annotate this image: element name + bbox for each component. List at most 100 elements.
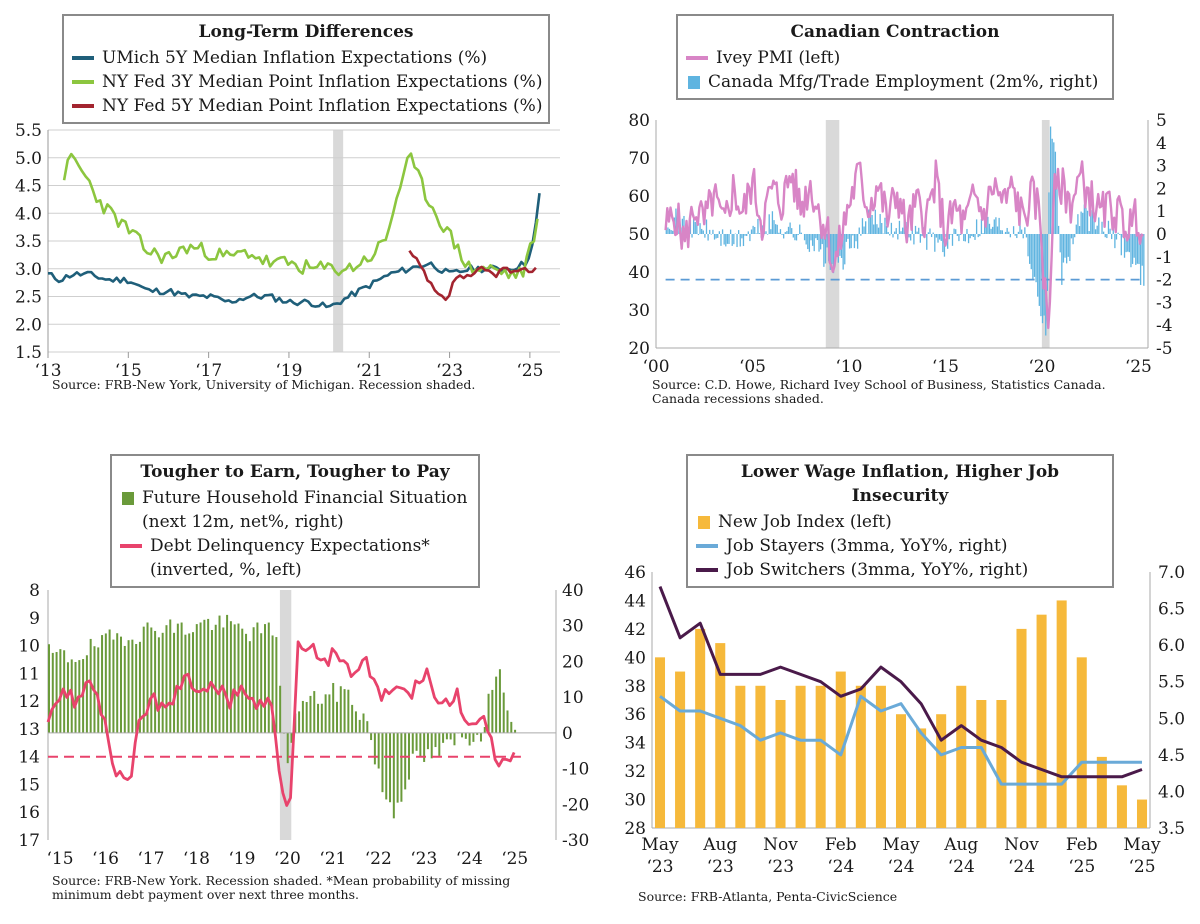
employment-bar xyxy=(697,234,700,236)
financial-situation-bar xyxy=(123,645,126,733)
y-left-tick-label: 16 xyxy=(18,803,40,823)
chart-title: Tougher to Earn, Tougher to Pay xyxy=(140,462,450,482)
employment-bar xyxy=(1128,234,1131,253)
employment-bar xyxy=(1070,234,1073,239)
employment-bar xyxy=(985,225,987,234)
legend-swatch xyxy=(688,76,700,89)
financial-situation-bar xyxy=(317,703,320,733)
employment-bar xyxy=(966,228,968,234)
employment-bar xyxy=(1083,204,1085,234)
financial-situation-bar xyxy=(502,692,505,733)
chart-title: Long-Term Differences xyxy=(198,22,414,42)
x-tick-label: ‘05 xyxy=(739,357,766,377)
employment-bar xyxy=(1117,232,1119,234)
employment-bar xyxy=(1008,231,1010,234)
employment-bar xyxy=(953,228,955,234)
employment-bar xyxy=(1086,210,1089,234)
financial-situation-bar xyxy=(199,622,202,733)
employment-bar xyxy=(861,218,864,234)
x-tick-label-month: Nov xyxy=(763,835,798,855)
x-tick-label-month: Feb xyxy=(1066,835,1098,855)
x-tick-label: ‘15 xyxy=(46,849,73,869)
legend-item-ivey: Ivey PMI (left) xyxy=(686,46,1104,70)
y-left-tick-label: 40 xyxy=(628,263,650,283)
x-tick-label: ‘18 xyxy=(183,849,210,869)
financial-situation-bar xyxy=(207,618,210,733)
employment-bar xyxy=(1049,126,1052,234)
employment-bar xyxy=(791,228,793,234)
employment-bar xyxy=(847,234,849,239)
financial-situation-bar xyxy=(74,661,77,733)
y-right-tick-label: 5.0 xyxy=(1158,709,1185,729)
series-line-2 xyxy=(408,249,537,302)
financial-situation-bar xyxy=(396,732,399,803)
y-right-tick-label: 1 xyxy=(1156,202,1167,222)
y-left-tick-label: 36 xyxy=(624,705,646,725)
employment-bar xyxy=(778,232,780,234)
y-left-tick-label: 40 xyxy=(624,648,646,668)
financial-situation-bar xyxy=(119,636,122,733)
employment-bar xyxy=(879,214,881,234)
employment-bar xyxy=(1077,214,1079,234)
employment-bar xyxy=(803,234,806,241)
employment-bar xyxy=(1091,210,1094,234)
employment-bar xyxy=(720,234,722,246)
source-note: Source: FRB-New York. Recession shaded. … xyxy=(52,874,510,902)
employment-bar xyxy=(1064,234,1066,258)
employment-bar xyxy=(754,227,756,234)
financial-situation-bar xyxy=(358,719,361,733)
employment-bar xyxy=(821,234,823,245)
employment-bar xyxy=(1014,234,1016,236)
employment-bar xyxy=(1141,234,1143,266)
financial-situation-bar xyxy=(157,637,160,733)
employment-bar xyxy=(898,220,901,234)
legend-label: Ivey PMI (left) xyxy=(716,48,841,68)
financial-situation-bar xyxy=(191,632,194,733)
new-job-index-bar xyxy=(715,643,726,828)
financial-situation-bar xyxy=(479,732,482,742)
financial-situation-bar xyxy=(138,641,141,733)
financial-situation-bar xyxy=(495,676,498,733)
employment-bar xyxy=(929,228,931,234)
financial-situation-bar xyxy=(411,732,414,754)
employment-bar xyxy=(1080,211,1082,234)
financial-situation-bar xyxy=(116,633,119,733)
employment-bar xyxy=(910,234,912,241)
x-tick-label: ‘25 xyxy=(501,849,528,869)
y-left-tick-label: 30 xyxy=(624,791,646,811)
employment-bar xyxy=(980,218,983,234)
financial-situation-bar xyxy=(165,625,168,733)
employment-bar xyxy=(725,234,727,247)
employment-bar xyxy=(668,228,671,234)
new-job-index-bar xyxy=(936,714,947,828)
financial-situation-bar xyxy=(252,627,255,733)
employment-bar xyxy=(926,234,928,250)
employment-bar xyxy=(1139,234,1142,285)
financial-situation-bar xyxy=(472,732,475,742)
employment-bar xyxy=(779,229,782,234)
x-tick-label: ‘15 xyxy=(932,357,959,377)
employment-bar xyxy=(1131,234,1134,264)
y-right-tick-label: -4 xyxy=(1156,316,1173,336)
new-job-index-bar xyxy=(775,700,786,828)
employment-bar xyxy=(937,234,939,243)
employment-bar xyxy=(694,222,696,234)
employment-bar xyxy=(1101,221,1103,234)
financial-situation-bar xyxy=(487,693,490,733)
job-switchers-line xyxy=(658,586,1143,779)
y-left-tick-label: 44 xyxy=(624,591,646,611)
y-right-tick-label: 6.5 xyxy=(1158,600,1185,620)
y-right-tick-label: 6.0 xyxy=(1158,636,1185,656)
y-left-tick-label: 46 xyxy=(624,563,646,583)
employment-bar xyxy=(942,234,944,253)
employment-bar xyxy=(1027,234,1029,257)
financial-situation-bar xyxy=(498,669,501,733)
source-line: Source: FRB-New York. Recession shaded. … xyxy=(52,873,511,888)
y-left-tick-label: 42 xyxy=(624,620,646,640)
x-tick-label: ‘23 xyxy=(436,361,463,381)
employment-bar xyxy=(855,234,857,242)
employment-bar xyxy=(908,234,910,238)
employment-bar xyxy=(1072,234,1074,245)
financial-situation-bar xyxy=(226,614,229,733)
x-tick-label-year: ‘24 xyxy=(948,857,975,877)
